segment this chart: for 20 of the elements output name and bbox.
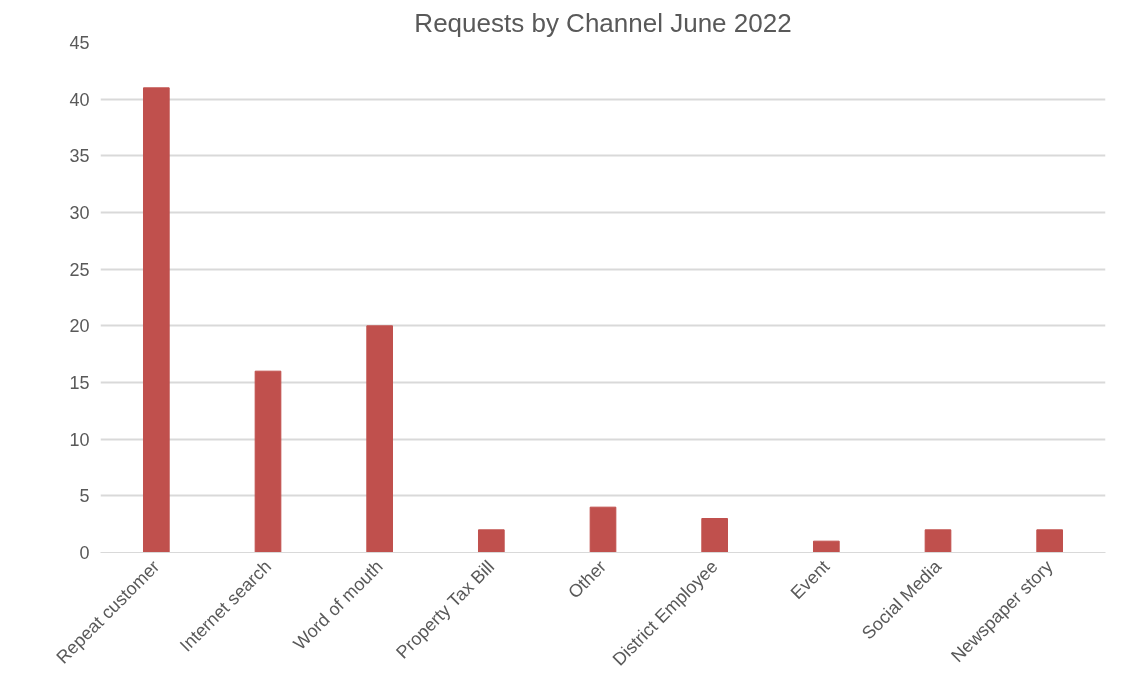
chart-title: Requests by Channel June 2022 xyxy=(414,7,792,38)
bar xyxy=(477,529,505,553)
y-tick-label: 45 xyxy=(69,33,90,53)
bar xyxy=(701,518,729,553)
bar xyxy=(589,506,617,553)
y-tick-label: 10 xyxy=(69,429,90,450)
bar xyxy=(924,529,952,553)
y-tick-label: 20 xyxy=(69,316,90,337)
y-tick-label: 40 xyxy=(69,89,90,110)
y-tick-label: 35 xyxy=(69,146,90,167)
bar xyxy=(812,540,840,553)
y-tick-label: 5 xyxy=(79,486,90,507)
y-tick-label: 25 xyxy=(69,259,90,280)
y-tick-label: 15 xyxy=(69,373,90,393)
y-tick-label: 30 xyxy=(69,203,90,223)
bar xyxy=(254,370,282,553)
bar xyxy=(366,325,394,553)
bar xyxy=(142,87,170,553)
bar xyxy=(1036,529,1064,553)
y-tick-label: 0 xyxy=(79,543,90,563)
